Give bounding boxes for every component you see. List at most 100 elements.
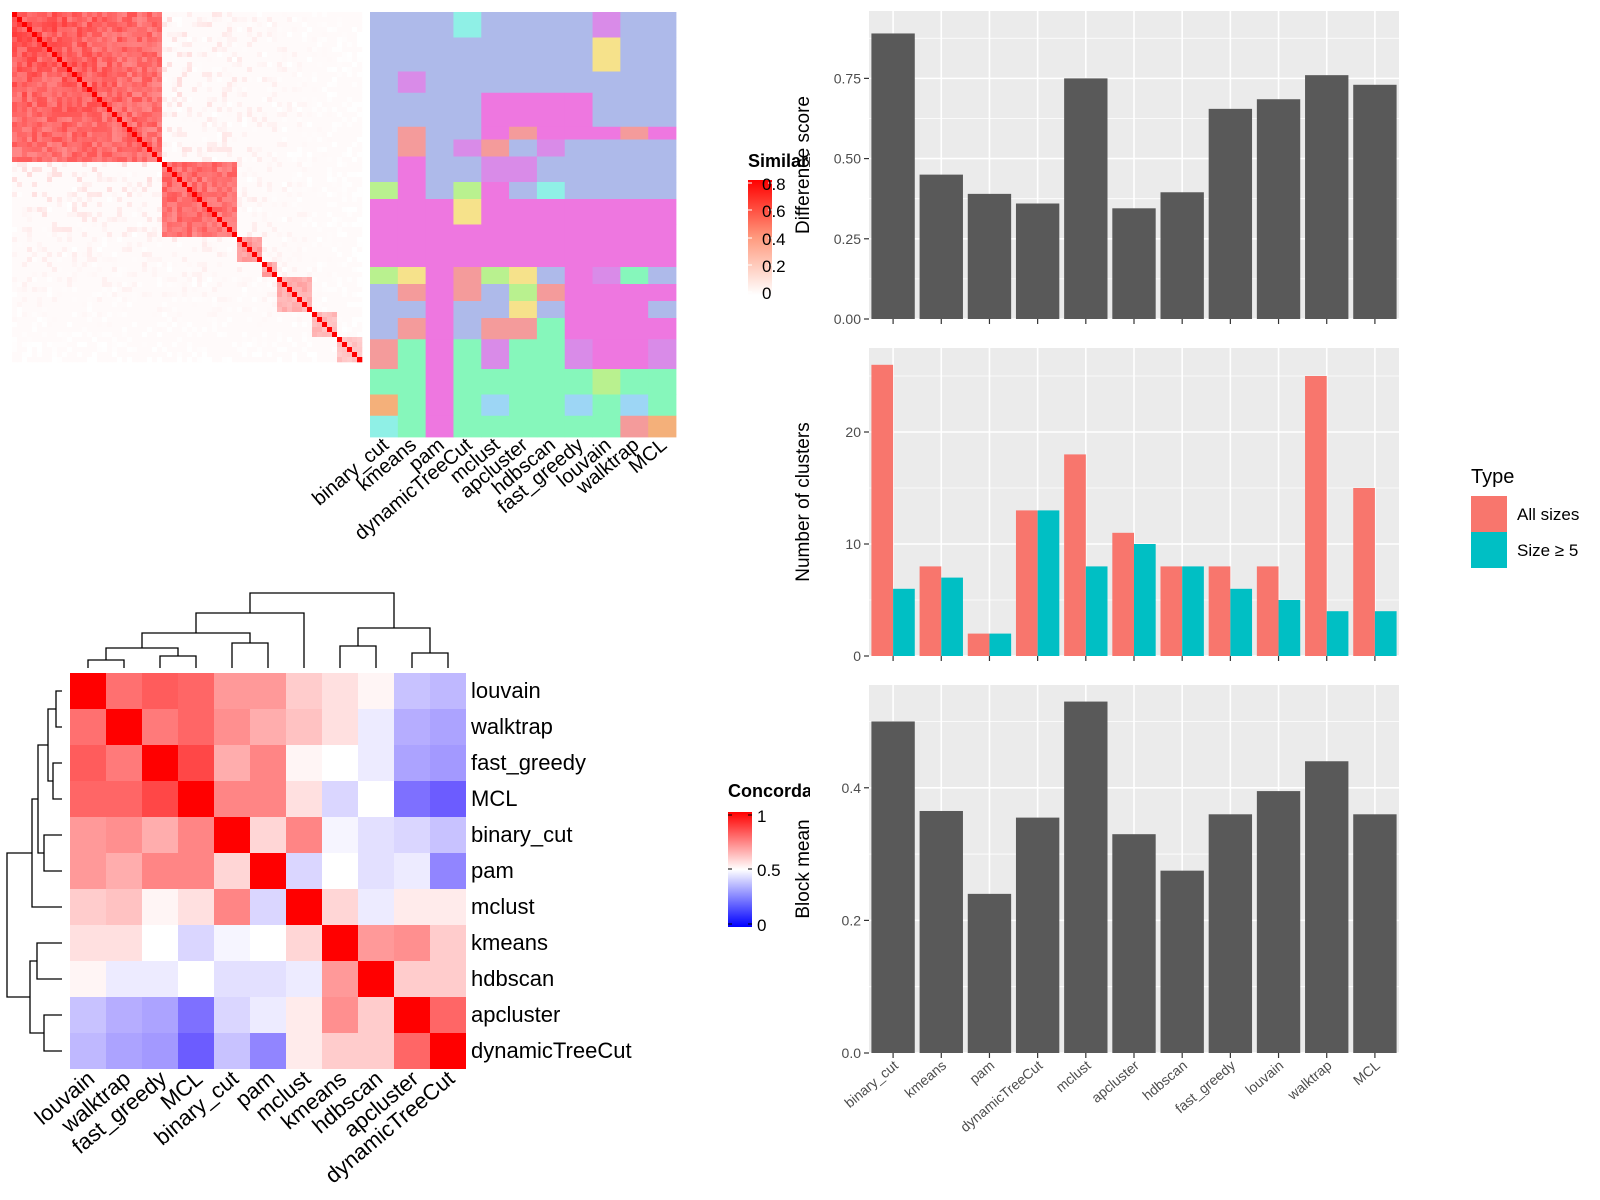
cluster-cell: [370, 182, 399, 200]
similarity-cell: [332, 262, 338, 268]
similarity-cell: [347, 327, 353, 333]
similarity-cell: [252, 302, 258, 308]
similarity-cell: [122, 242, 128, 248]
similarity-cell: [127, 167, 133, 173]
similarity-cell: [167, 72, 173, 78]
similarity-cell: [347, 222, 353, 228]
similarity-cell: [237, 17, 243, 23]
similarity-cell: [282, 22, 288, 28]
similarity-cell: [82, 57, 88, 63]
similarity-cell: [322, 127, 328, 133]
similarity-cell: [32, 157, 38, 163]
similarity-cell: [257, 67, 263, 73]
similarity-cell: [162, 107, 168, 113]
similarity-cell: [302, 12, 308, 18]
similarity-cell: [272, 187, 278, 193]
similarity-cell: [222, 47, 228, 53]
similarity-cell: [27, 132, 33, 138]
similarity-cell: [137, 22, 143, 28]
similarity-cell: [212, 282, 218, 288]
similarity-cell: [337, 272, 343, 278]
similarity-cell: [82, 202, 88, 208]
similarity-cell: [262, 102, 268, 108]
similarity-cell: [307, 47, 313, 53]
similarity-cell: [102, 307, 108, 313]
similarity-cell: [127, 87, 133, 93]
similarity-cell: [192, 197, 198, 203]
similarity-cell: [207, 337, 213, 343]
similarity-cell: [247, 172, 253, 178]
similarity-cell: [327, 52, 333, 58]
similarity-cell: [87, 247, 93, 253]
similarity-cell: [282, 122, 288, 128]
similarity-cell: [117, 57, 123, 63]
similarity-cell: [287, 262, 293, 268]
similarity-cell: [67, 12, 73, 18]
similarity-cell: [97, 327, 103, 333]
similarity-cell: [342, 92, 348, 98]
similarity-cell: [342, 207, 348, 213]
similarity-cell: [212, 147, 218, 153]
similarity-cell: [197, 232, 203, 238]
similarity-cell: [47, 327, 53, 333]
similarity-cell: [357, 42, 363, 48]
similarity-cell: [197, 227, 203, 233]
similarity-cell: [202, 302, 208, 308]
similarity-cell: [307, 117, 313, 123]
similarity-cell: [137, 182, 143, 188]
similarity-cell: [92, 157, 98, 163]
similarity-cell: [267, 167, 273, 173]
similarity-cell: [232, 152, 238, 158]
similarity-cell: [37, 357, 43, 363]
similarity-cell: [92, 352, 98, 358]
similarity-cell: [332, 217, 338, 223]
similarity-cell: [142, 232, 148, 238]
similarity-cell: [242, 217, 248, 223]
similarity-cell: [167, 212, 173, 218]
similarity-cell: [302, 217, 308, 223]
similarity-cell: [42, 157, 48, 163]
similarity-cell: [252, 57, 258, 63]
similarity-cell: [102, 67, 108, 73]
similarity-cell: [287, 172, 293, 178]
similarity-cell: [132, 287, 138, 293]
similarity-cell: [102, 147, 108, 153]
similarity-cell: [282, 347, 288, 353]
similarity-cell: [217, 267, 223, 273]
similarity-cell: [27, 42, 33, 48]
similarity-cell: [122, 42, 128, 48]
similarity-cell: [127, 127, 133, 133]
similarity-cell: [22, 307, 28, 313]
similarity-cell: [282, 142, 288, 148]
similarity-cell: [142, 22, 148, 28]
similarity-cell: [347, 162, 353, 168]
similarity-cell: [322, 312, 328, 318]
similarity-cell: [327, 212, 333, 218]
similarity-cell: [212, 22, 218, 28]
similarity-cell: [127, 207, 133, 213]
similarity-cell: [257, 227, 263, 233]
similarity-cell: [352, 27, 358, 33]
similarity-cell: [17, 327, 23, 333]
similarity-cell: [72, 67, 78, 73]
cluster-cell: [536, 199, 566, 225]
similarity-cell: [17, 167, 23, 173]
similarity-cell: [152, 247, 158, 253]
similarity-cell: [227, 237, 233, 243]
similarity-cell: [257, 102, 263, 108]
similarity-cell: [187, 142, 193, 148]
similarity-cell: [317, 67, 323, 73]
similarity-cell: [212, 177, 218, 183]
similarity-cell: [82, 292, 88, 298]
similarity-cell: [87, 32, 93, 38]
similarity-cell: [227, 277, 233, 283]
similarity-cell: [232, 132, 238, 138]
similarity-cell: [157, 132, 163, 138]
similarity-cell: [167, 217, 173, 223]
similarity-cell: [317, 102, 323, 108]
similarity-cell: [287, 337, 293, 343]
similarity-cell: [297, 297, 303, 303]
similarity-cell: [157, 312, 163, 318]
similarity-cell: [212, 62, 218, 68]
similarity-cell: [207, 42, 213, 48]
